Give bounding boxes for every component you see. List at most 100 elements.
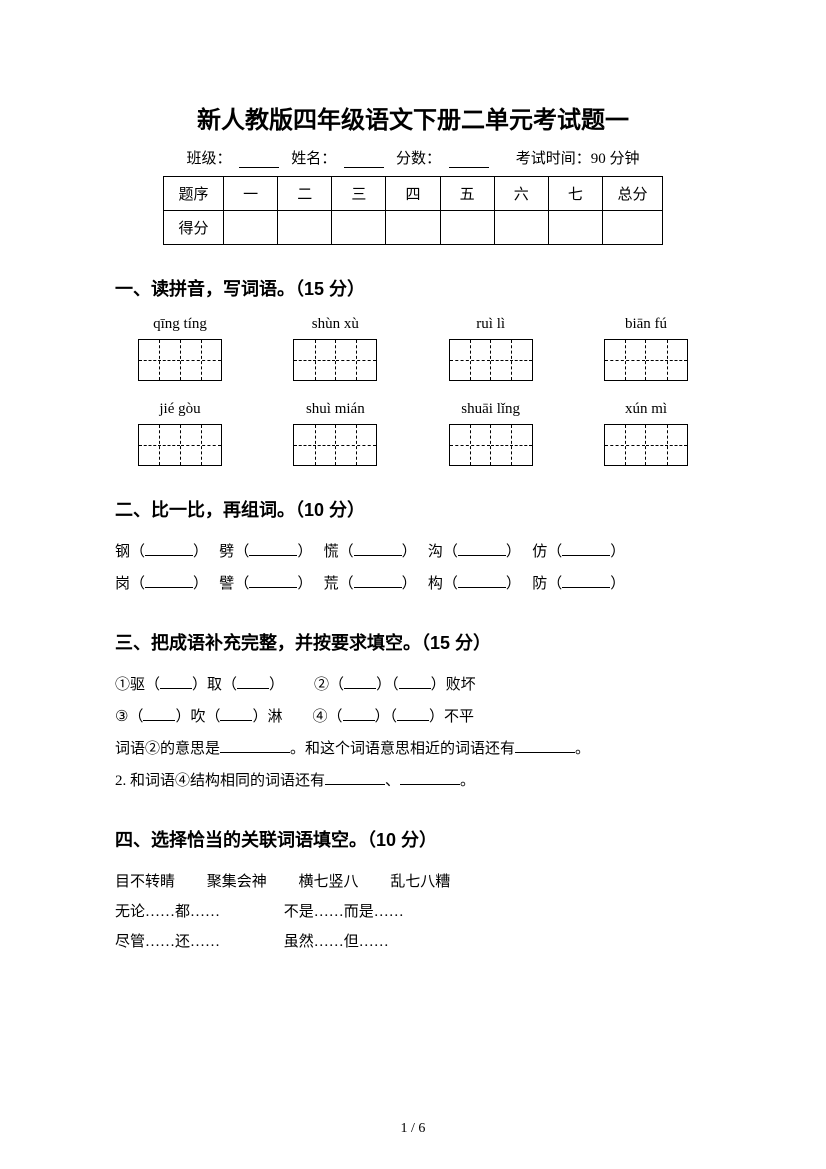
pinyin-row: jié gòu shuì mián shuāi lǐng xún mì	[115, 401, 711, 466]
blank	[143, 705, 175, 721]
pinyin-item: jié gòu	[115, 401, 245, 466]
section3-title: 三、把成语补充完整，并按要求填空。（15 分）	[115, 629, 711, 655]
text: 2. 和词语④结构相同的词语还有	[115, 773, 325, 789]
table-row: 题序 一 二 三 四 五 六 七 总分	[164, 177, 663, 211]
blank	[562, 540, 610, 556]
char: 钢	[115, 544, 130, 560]
blank	[325, 769, 385, 785]
pinyin-label: shuāi lǐng	[426, 401, 556, 418]
score-table: 题序 一 二 三 四 五 六 七 总分 得分	[163, 176, 663, 245]
header-cell: 七	[548, 177, 602, 211]
word: 聚集会神	[207, 874, 267, 890]
pinyin-label: shuì mián	[270, 401, 400, 418]
conj: 无论……都……	[115, 904, 220, 920]
blank	[344, 673, 376, 689]
text: ①驱（	[115, 677, 160, 693]
blank	[562, 572, 610, 588]
header-cell: 四	[386, 177, 440, 211]
char-box	[293, 339, 377, 381]
header-cell: 三	[332, 177, 386, 211]
blank	[160, 673, 192, 689]
conj: 虽然……但……	[284, 934, 389, 950]
char-box	[138, 339, 222, 381]
text: ）	[269, 677, 284, 693]
pinyin-label: jié gòu	[115, 401, 245, 418]
char-box	[293, 424, 377, 466]
text: ③（	[115, 709, 143, 725]
section4-title: 四、选择恰当的关联词语填空。（10 分）	[115, 826, 711, 852]
char-box	[449, 424, 533, 466]
empty-cell	[440, 211, 494, 245]
score-label: 分数：	[396, 151, 441, 167]
text: ）（	[376, 677, 399, 693]
info-line: 班级： 姓名： 分数： 考试时间：90 分钟	[115, 147, 711, 168]
text: ）取（	[192, 677, 237, 693]
blank	[249, 540, 297, 556]
empty-cell	[548, 211, 602, 245]
pinyin-item: shùn xù	[270, 316, 400, 381]
header-cell: 二	[278, 177, 332, 211]
name-blank	[344, 150, 384, 168]
text: ）淋	[252, 709, 282, 725]
text: 。	[460, 773, 475, 789]
pinyin-label: shùn xù	[270, 316, 400, 333]
text: ②（	[314, 677, 344, 693]
question-line: ③（）吹（）淋 ④（）（）不平	[115, 702, 711, 732]
text: 词语②的意思是	[115, 741, 220, 757]
empty-cell	[278, 211, 332, 245]
blank	[145, 572, 193, 588]
word: 横七竖八	[299, 874, 359, 890]
text: ）败坏	[431, 677, 476, 693]
conj: 尽管……还……	[115, 934, 220, 950]
header-cell: 一	[224, 177, 278, 211]
char: 仿	[532, 544, 547, 560]
char-box	[604, 424, 688, 466]
header-cell: 总分	[603, 177, 663, 211]
word: 目不转睛	[115, 874, 175, 890]
blank	[249, 572, 297, 588]
blank	[145, 540, 193, 556]
blank	[237, 673, 269, 689]
char: 构	[428, 576, 443, 592]
blank	[397, 705, 429, 721]
word-bank: 目不转睛 聚集会神 横七竖八 乱七八糟	[115, 867, 711, 897]
pinyin-item: biān fú	[581, 316, 711, 381]
blank	[458, 540, 506, 556]
empty-cell	[332, 211, 386, 245]
blank	[354, 540, 402, 556]
blank	[343, 705, 375, 721]
pinyin-label: biān fú	[581, 316, 711, 333]
section2-title: 二、比一比，再组词。（10 分）	[115, 496, 711, 522]
table-row: 得分	[164, 211, 663, 245]
char: 譬	[219, 576, 234, 592]
class-label: 班级：	[186, 151, 231, 167]
blank	[220, 737, 290, 753]
pinyin-label: qīng tíng	[115, 316, 245, 333]
question-line: 2. 和词语④结构相同的词语还有 、 。	[115, 766, 711, 796]
blank	[354, 572, 402, 588]
char: 沟	[428, 544, 443, 560]
text: ）不平	[429, 709, 474, 725]
question-line: 钢（） 劈（） 慌（） 沟（） 仿（）	[115, 537, 711, 567]
conj: 不是……而是……	[284, 904, 404, 920]
char-box	[449, 339, 533, 381]
conj-line: 尽管……还…… 虽然……但……	[115, 927, 711, 957]
char: 劈	[219, 544, 234, 560]
char-box	[604, 339, 688, 381]
page-number: 1 / 6	[0, 1121, 826, 1137]
pinyin-label: ruì lì	[426, 316, 556, 333]
text: 、	[385, 773, 400, 789]
empty-cell	[386, 211, 440, 245]
header-cell: 六	[494, 177, 548, 211]
blank	[399, 673, 431, 689]
text: ）（	[375, 709, 398, 725]
conj-line: 无论……都…… 不是……而是……	[115, 897, 711, 927]
time-label: 考试时间：90 分钟	[516, 151, 640, 167]
pinyin-row: qīng tíng shùn xù ruì lì biān fú	[115, 316, 711, 381]
pinyin-label: xún mì	[581, 401, 711, 418]
section1-title: 一、读拼音，写词语。（15 分）	[115, 275, 711, 301]
row-label: 得分	[164, 211, 224, 245]
text: ④（	[312, 709, 342, 725]
empty-cell	[603, 211, 663, 245]
question-line: 岗（） 譬（） 荒（） 构（） 防（）	[115, 569, 711, 599]
